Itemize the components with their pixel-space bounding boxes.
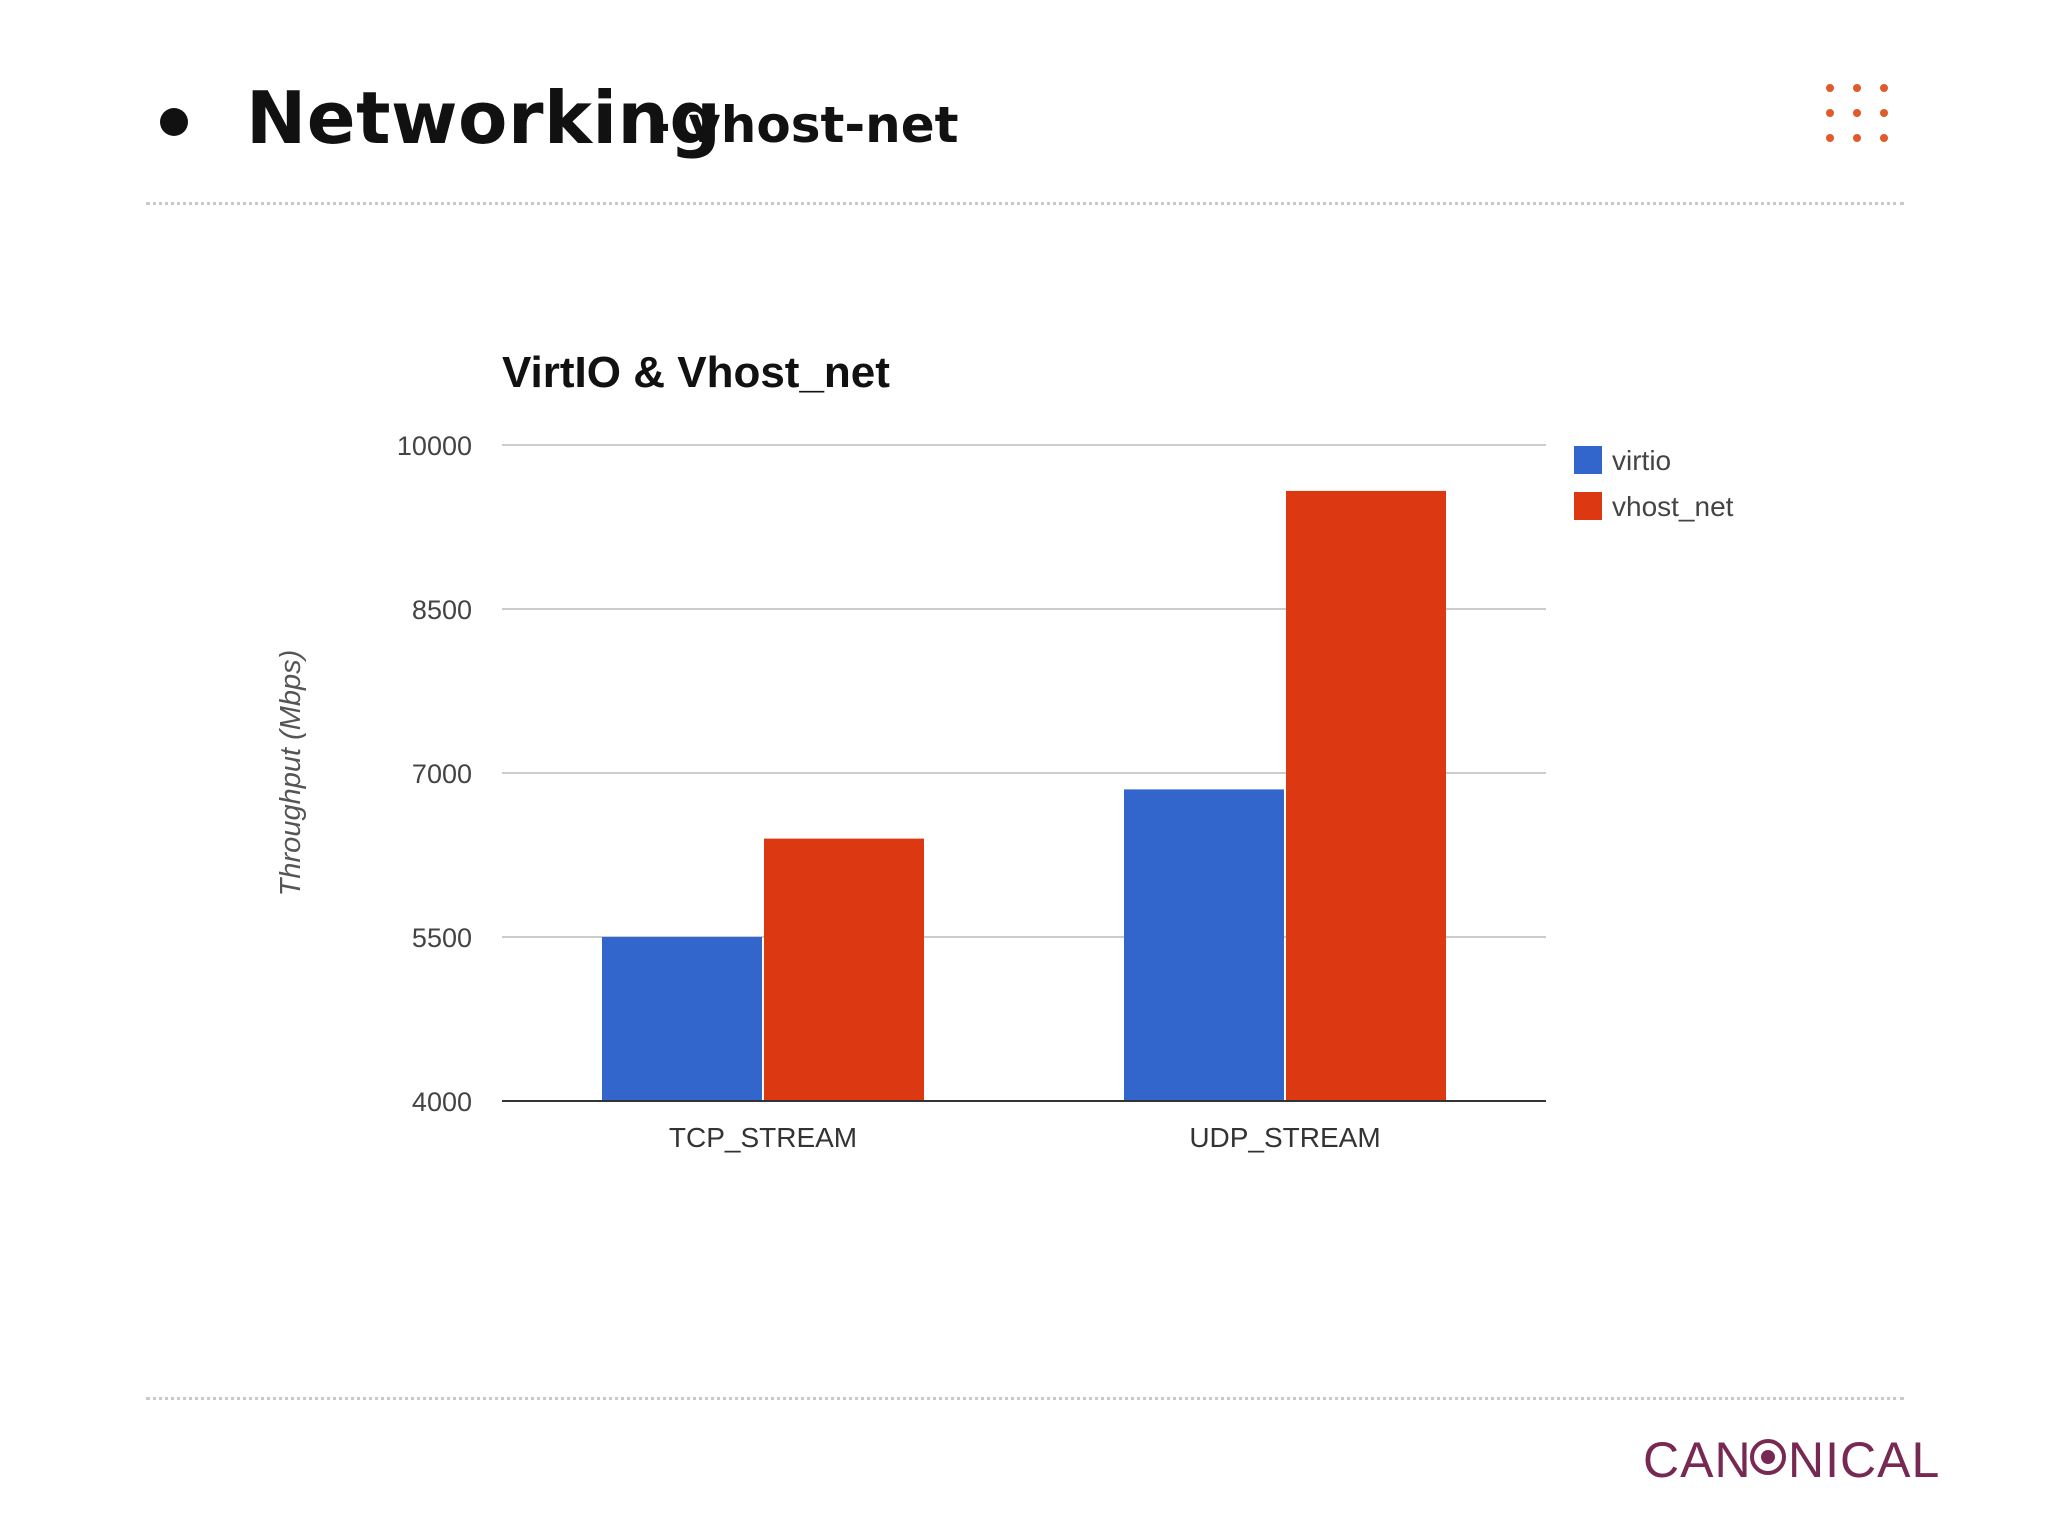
dot xyxy=(1853,84,1861,92)
y-tick-label: 8500 xyxy=(412,595,472,625)
dot xyxy=(1853,134,1861,142)
y-tick-label: 4000 xyxy=(412,1087,472,1117)
bottom-divider xyxy=(146,1397,1904,1400)
y-axis-label: Throughput (Mbps) xyxy=(275,650,307,897)
logo-text-left: CAN xyxy=(1643,1432,1752,1488)
dot xyxy=(1826,134,1834,142)
top-divider xyxy=(146,202,1904,205)
bar-vhost_net xyxy=(1286,490,1446,1101)
dot xyxy=(1880,134,1888,142)
legend-swatch xyxy=(1574,446,1602,474)
bar-vhost_net xyxy=(764,838,924,1101)
logo-text-right: NICAL xyxy=(1788,1432,1941,1488)
y-tick-label: 7000 xyxy=(412,759,472,789)
logo-circle-icon xyxy=(1750,1439,1786,1475)
y-tick-label: 10000 xyxy=(397,431,472,461)
dot xyxy=(1826,84,1834,92)
bar-virtio xyxy=(1124,789,1284,1101)
slide-subtitle: vhost-net xyxy=(650,96,958,154)
dot xyxy=(1826,109,1834,117)
bullet-icon xyxy=(160,108,188,136)
dot xyxy=(1880,109,1888,117)
legend-label: virtio xyxy=(1612,445,1671,476)
y-tick-label: 5500 xyxy=(412,923,472,953)
bar-virtio xyxy=(602,937,762,1101)
x-tick-label: UDP_STREAM xyxy=(1189,1122,1380,1153)
dot xyxy=(1880,84,1888,92)
legend-label: vhost_net xyxy=(1612,491,1734,522)
chart-title: VirtIO & Vhost_net xyxy=(502,348,890,397)
dot xyxy=(1853,109,1861,117)
legend-swatch xyxy=(1574,492,1602,520)
slide-title: Networking xyxy=(246,76,722,160)
x-tick-label: TCP_STREAM xyxy=(669,1122,857,1153)
dot-grid-icon xyxy=(1826,84,1898,152)
canonical-logo: CAN NICAL xyxy=(1643,1431,1939,1491)
